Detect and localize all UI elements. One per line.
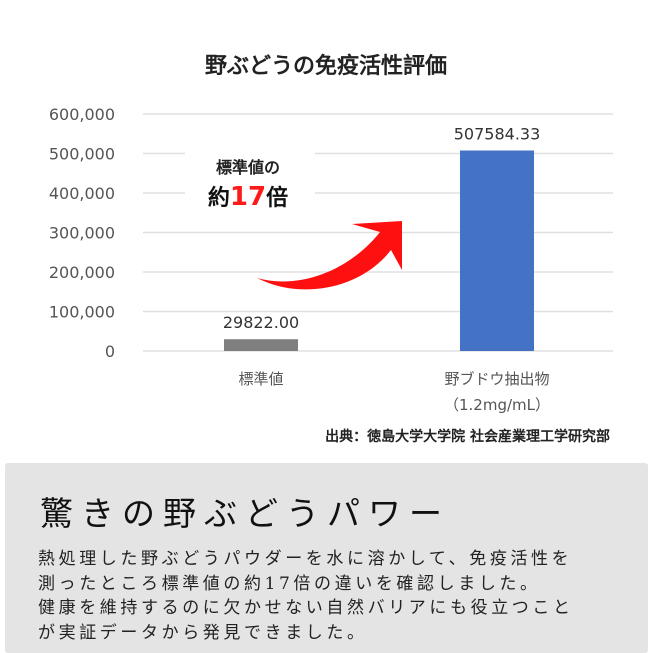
panel-line: 測ったところ標準値の約17倍の違いを確認しました。 <box>38 573 541 594</box>
y-tick-label: 100,000 <box>49 303 115 322</box>
y-tick-label: 300,000 <box>49 224 115 243</box>
panel-title: 驚きの野ぶどうパワー <box>40 494 450 533</box>
red-arrow-icon <box>257 221 402 290</box>
panel-body: 熱処理した野ぶどうパウダーを水に溶かして、免疫活性を 測ったところ標準値の約17… <box>38 547 574 645</box>
y-tick-label: 400,000 <box>49 184 115 203</box>
y-tick-label: 500,000 <box>49 145 115 164</box>
annotation-line1: 標準値の <box>216 158 280 177</box>
category-label: 野ブドウ抽出物 <box>444 370 549 388</box>
annotation: 標準値の 約17倍 <box>185 148 402 290</box>
panel-line: 熱処理した野ぶどうパウダーを水に溶かして、免疫活性を <box>38 549 573 569</box>
annotation-prefix: 約 <box>208 185 230 211</box>
category-sublabel-2: （1.2mg/mL） <box>444 396 550 414</box>
info-panel: 驚きの野ぶどうパワー 熱処理した野ぶどうパウダーを水に溶かして、免疫活性を 測っ… <box>5 463 648 653</box>
bar-chart: 野ぶどうの免疫活性評価 0 100,000 200,000 300,000 400,00… <box>49 53 613 445</box>
chart-title: 野ぶどうの免疫活性評価 <box>205 53 447 79</box>
panel-line: が実証データから発見できました。 <box>38 622 368 643</box>
y-tick-label: 0 <box>105 342 115 361</box>
panel-line: 健康を維持するのに欠かせない自然バリアにも役立つこと <box>38 598 574 618</box>
data-label: 29822.00 <box>223 313 299 332</box>
annotation-number: 17 <box>230 182 266 212</box>
bar-1 <box>224 339 298 351</box>
data-label: 507584.33 <box>454 125 541 144</box>
bar-2 <box>460 150 534 351</box>
y-tick-label: 200,000 <box>49 263 115 282</box>
chart-source: 出典：徳島大学大学院 社会産業理工学研究部 <box>325 428 610 445</box>
y-tick-label: 600,000 <box>49 105 115 124</box>
category-label: 標準値 <box>238 370 283 388</box>
svg-text:約17倍: 約17倍 <box>208 182 288 212</box>
annotation-suffix: 倍 <box>266 185 288 211</box>
